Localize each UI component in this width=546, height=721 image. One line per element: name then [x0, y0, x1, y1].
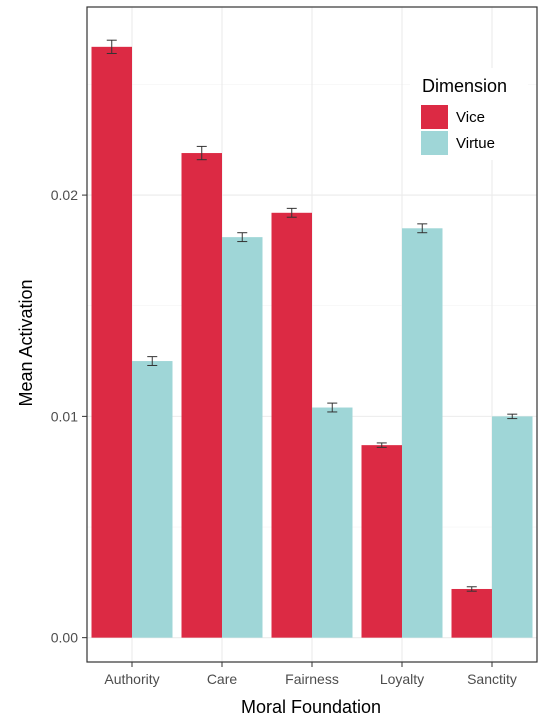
error-bars-layer — [106, 39, 518, 592]
x-tick-label-authority: Authority — [104, 671, 159, 687]
x-axis-title: Moral Foundation — [241, 697, 381, 717]
bar-vice-sanctity — [451, 588, 492, 638]
x-axis-ticks: Authority Care Fairness Loyalty Sanctity — [104, 662, 517, 687]
bar-virtue-sanctity — [492, 416, 533, 638]
x-tick-label-loyalty: Loyalty — [380, 671, 424, 687]
bar-vice-loyalty — [361, 445, 402, 638]
y-axis-ticks: 0.00 0.01 0.02 — [51, 187, 87, 646]
bar-virtue-authority — [132, 361, 173, 638]
y-tick-label: 0.00 — [51, 630, 78, 646]
x-tick-label-care: Care — [207, 671, 238, 687]
bar-virtue-loyalty — [402, 228, 443, 638]
legend-label-virtue: Virtue — [456, 135, 495, 152]
legend-label-vice: Vice — [456, 109, 485, 126]
bar-virtue-fairness — [312, 407, 353, 638]
legend: Dimension Vice Virtue — [410, 68, 528, 160]
legend-title: Dimension — [422, 76, 507, 96]
y-tick-label: 0.02 — [51, 187, 78, 203]
y-tick-label: 0.01 — [51, 408, 78, 424]
bar-vice-care — [181, 153, 222, 638]
bar-virtue-care — [222, 237, 263, 638]
legend-key-vice — [421, 105, 448, 129]
y-axis-title: Mean Activation — [16, 279, 36, 406]
bars-layer — [91, 46, 533, 638]
bar-vice-fairness — [271, 212, 312, 638]
x-tick-label-fairness: Fairness — [285, 671, 339, 687]
bar-vice-authority — [91, 46, 132, 638]
x-tick-label-sanctity: Sanctity — [467, 671, 517, 687]
legend-key-virtue — [421, 131, 448, 155]
